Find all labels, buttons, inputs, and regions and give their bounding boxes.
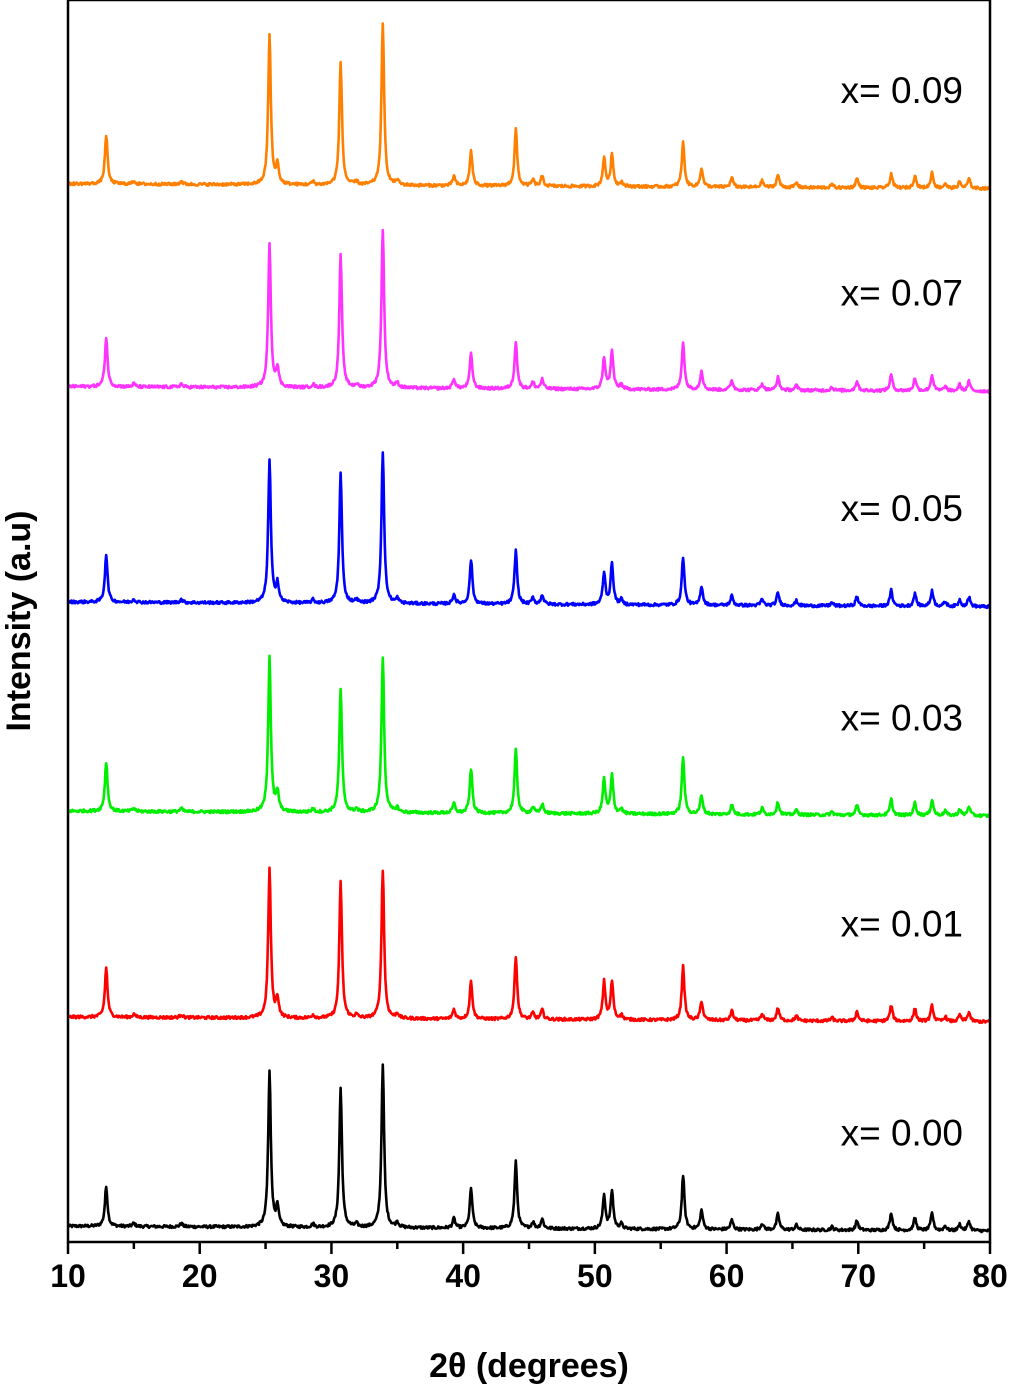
- series-labels: x= 0.00 x= 0.01 x= 0.03 x= 0.05 x= 0.07 x= 0.…: [841, 70, 963, 1153]
- x-tick-label: 50: [577, 1258, 613, 1294]
- series-label-2: x= 0.03: [841, 697, 963, 738]
- x-tick-label: 60: [709, 1258, 745, 1294]
- x-tick-label: 80: [972, 1258, 1008, 1294]
- x-tick-label: 10: [50, 1258, 86, 1294]
- x-tick-label: 30: [314, 1258, 350, 1294]
- series-line-2: [67, 654, 992, 819]
- series-traces: [66, 22, 992, 1234]
- x-tick-label: 20: [182, 1258, 218, 1294]
- series-label-1: x= 0.01: [841, 903, 963, 944]
- x-axis-ticks: 10 20 30 40 50 60 70 80: [50, 1242, 1008, 1294]
- series-label-0: x= 0.00: [841, 1112, 963, 1153]
- series-line-4: [66, 228, 992, 394]
- series-line-3: [66, 451, 991, 610]
- series-line-0: [66, 1063, 991, 1234]
- series-line-5: [66, 22, 991, 191]
- y-axis-title: Intensity (a.u): [0, 510, 38, 731]
- series-label-4: x= 0.07: [841, 273, 963, 314]
- x-tick-label: 70: [840, 1258, 876, 1294]
- x-tick-label: 40: [445, 1258, 481, 1294]
- series-line-1: [66, 866, 991, 1024]
- series-label-5: x= 0.09: [841, 70, 963, 111]
- series-label-3: x= 0.05: [841, 488, 963, 529]
- x-axis-title: 2θ (degrees): [429, 1347, 629, 1385]
